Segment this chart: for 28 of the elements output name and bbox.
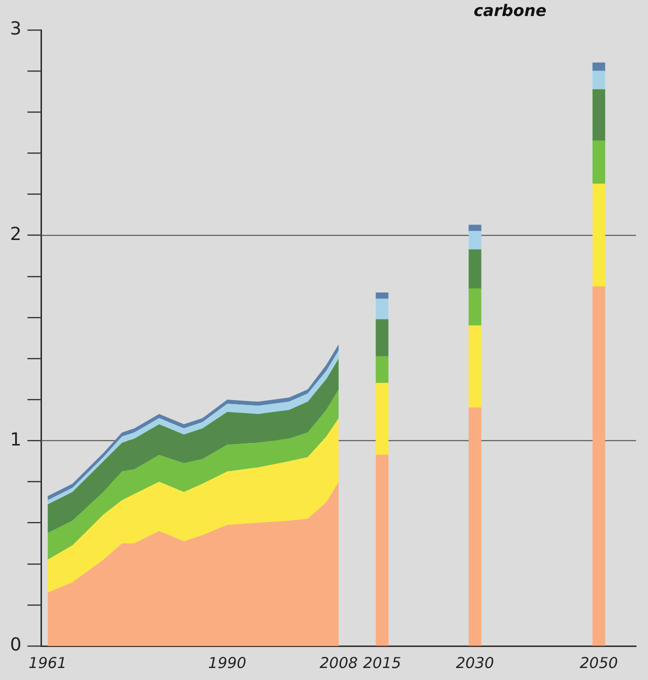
bar <box>376 382 388 456</box>
bar <box>376 356 388 384</box>
bar <box>376 292 388 300</box>
x-tick-label: 1990 <box>208 654 246 672</box>
bar <box>376 298 388 320</box>
y-tick-label: 2 <box>10 224 22 246</box>
bar <box>468 249 482 290</box>
y-tick-label: 1 <box>10 429 22 450</box>
x-tick-label: 2008 <box>320 654 358 672</box>
x-tick-label: 1961 <box>28 654 67 672</box>
bar <box>468 325 482 408</box>
y-tick-label: 0 <box>10 634 22 656</box>
bar <box>468 230 482 250</box>
x-tick-label: 2050 <box>580 654 618 672</box>
chart-title: carbone <box>474 1 547 20</box>
bar <box>376 454 388 646</box>
bar <box>592 286 606 646</box>
bar <box>592 89 606 142</box>
bar <box>592 184 606 287</box>
bar <box>468 407 482 646</box>
bar <box>468 224 482 232</box>
x-tick-label: 2030 <box>456 654 494 672</box>
y-tick-label: 3 <box>10 18 22 40</box>
bar <box>592 140 606 184</box>
bar <box>468 288 482 326</box>
x-tick-label: 2015 <box>362 654 402 672</box>
bar <box>376 319 388 357</box>
bar <box>592 70 606 90</box>
